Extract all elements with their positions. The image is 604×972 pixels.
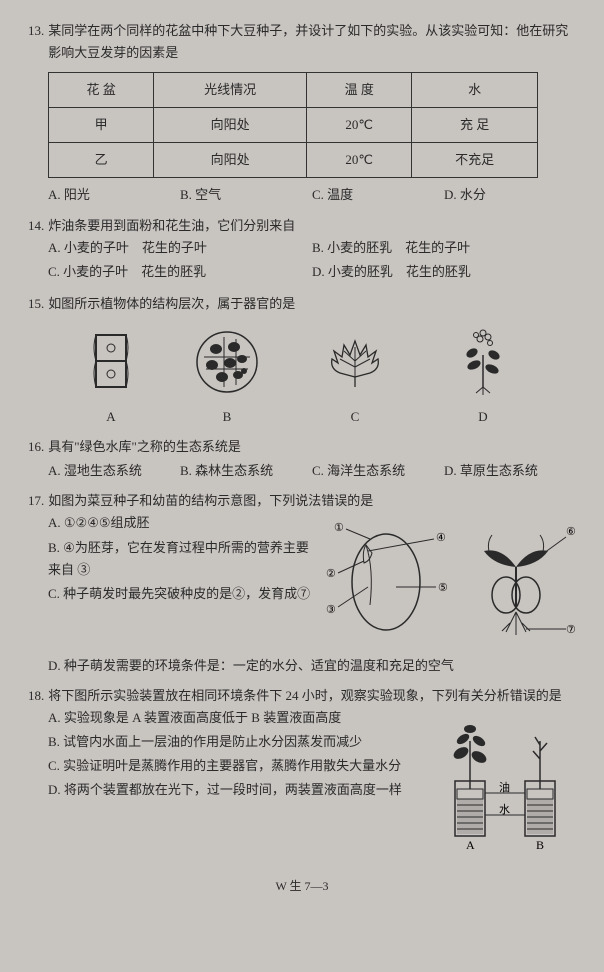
n5: ⑤ <box>438 582 448 594</box>
q14-num: 14. <box>28 215 44 237</box>
opt-a: A. ①②④⑤组成胚 <box>48 512 318 534</box>
td: 向阳处 <box>154 143 307 178</box>
label-b: B <box>194 406 260 428</box>
n2: ② <box>326 568 336 580</box>
label-c: C <box>320 406 390 428</box>
opt-d: D. 种子萌发需要的环境条件是：一定的水分、适宜的温度和充足的空气 <box>48 655 576 677</box>
th: 水 <box>412 73 538 108</box>
opt-b: B. 空气 <box>180 184 312 206</box>
td: 20℃ <box>307 108 412 143</box>
label-d: D <box>450 406 516 428</box>
water-label: 水 <box>499 803 510 816</box>
question-16: 16. 具有"绿色水库"之称的生态系统是 A. 湿地生态系统 B. 森林生态系统… <box>28 436 576 482</box>
question-17: 17. 如图为菜豆种子和幼苗的结构示意图，下列说法错误的是 A. ①②④⑤组成胚… <box>28 490 576 676</box>
seed-seedling-icon: ① ② ③ ④ ⑤ ⑥ ⑦ <box>326 517 576 647</box>
q13-options: A. 阳光 B. 空气 C. 温度 D. 水分 <box>48 184 576 206</box>
cell-icon <box>88 329 134 395</box>
opt-c: C. 种子萌发时最先突破种皮的是②，发育成⑦ <box>48 583 318 605</box>
q18-options: A. 实验现象是 A 装置液面高度低于 B 装置液面高度 B. 试管内水面上一层… <box>48 707 443 858</box>
opt-b: B. ④为胚芽，它在发育过程中所需的营养主要来自 ③ <box>48 537 318 581</box>
n1: ① <box>334 522 344 534</box>
opt-c: C. 实验证明叶是蒸腾作用的主要器官，蒸腾作用散失大量水分 <box>48 755 437 777</box>
page-footer: W 生 7—3 <box>28 876 576 896</box>
opt-b: B. 小麦的胚乳 花生的子叶 <box>312 237 576 259</box>
q17-text: 如图为菜豆种子和幼苗的结构示意图，下列说法错误的是 <box>48 490 576 512</box>
q18-text: 将下图所示实验装置放在相同环境条件下 24 小时，观察实验现象，下列有关分析错误… <box>48 685 576 707</box>
plant-icon <box>450 325 516 395</box>
q14-options: A. 小麦的子叶 花生的子叶 B. 小麦的胚乳 花生的子叶 C. 小麦的子叶 花… <box>48 237 576 285</box>
q13-num: 13. <box>28 20 44 64</box>
transpiration-icon: A B 油 水 <box>443 711 576 851</box>
q15-img-b: B <box>194 329 260 428</box>
opt-c: C. 温度 <box>312 184 444 206</box>
opt-b: B. 试管内水面上一层油的作用是防止水分因蒸发而减少 <box>48 731 437 753</box>
q17-options: A. ①②④⑤组成胚 B. ④为胚芽，它在发育过程中所需的营养主要来自 ③ C.… <box>48 512 326 654</box>
q18-num: 18. <box>28 685 44 707</box>
th: 光线情况 <box>154 73 307 108</box>
opt-a: A. 小麦的子叶 花生的子叶 <box>48 237 312 259</box>
leaf-icon <box>320 333 390 395</box>
label-b: B <box>536 838 544 851</box>
opt-d: D. 水分 <box>444 184 576 206</box>
n6: ⑥ <box>566 526 576 538</box>
opt-d: D. 小麦的胚乳 花生的胚乳 <box>312 261 576 283</box>
q15-img-c: C <box>320 333 390 428</box>
q15-img-a: A <box>88 329 134 428</box>
q16-options: A. 湿地生态系统 B. 森林生态系统 C. 海洋生态系统 D. 草原生态系统 <box>48 460 576 482</box>
q18-diagram: A B 油 水 <box>443 707 576 858</box>
oil-label: 油 <box>499 780 510 794</box>
n3: ③ <box>326 604 336 616</box>
opt-d: D. 草原生态系统 <box>444 460 576 482</box>
q16-num: 16. <box>28 436 44 458</box>
q17-diagram: ① ② ③ ④ ⑤ ⑥ ⑦ <box>326 512 576 654</box>
th: 温 度 <box>307 73 412 108</box>
td: 向阳处 <box>154 108 307 143</box>
q13-table: 花 盆 光线情况 温 度 水 甲 向阳处 20℃ 充 足 乙 向阳处 20℃ 不… <box>48 72 538 178</box>
th: 花 盆 <box>49 73 154 108</box>
opt-a: A. 实验现象是 A 装置液面高度低于 B 装置液面高度 <box>48 707 437 729</box>
question-14: 14. 炸油条要用到面粉和花生油，它们分别来自 A. 小麦的子叶 花生的子叶 B… <box>28 215 576 285</box>
q17-num: 17. <box>28 490 44 512</box>
opt-b: B. 森林生态系统 <box>180 460 312 482</box>
q15-img-d: D <box>450 325 516 428</box>
q13-text: 某同学在两个同样的花盆中种下大豆种子，并设计了如下的实验。从该实验可知：他在研究… <box>48 20 576 64</box>
opt-c: C. 海洋生态系统 <box>312 460 444 482</box>
td: 20℃ <box>307 143 412 178</box>
label-a: A <box>88 406 134 428</box>
opt-a: A. 湿地生态系统 <box>48 460 180 482</box>
q16-text: 具有"绿色水库"之称的生态系统是 <box>48 436 576 458</box>
q17-opt-d-row: D. 种子萌发需要的环境条件是：一定的水分、适宜的温度和充足的空气 <box>48 655 576 677</box>
n4: ④ <box>436 532 446 544</box>
q15-num: 15. <box>28 293 44 315</box>
opt-c: C. 小麦的子叶 花生的胚乳 <box>48 261 312 283</box>
question-15: 15. 如图所示植物体的结构层次，属于器官的是 A <box>28 293 576 428</box>
td: 充 足 <box>412 108 538 143</box>
n7: ⑦ <box>566 624 576 636</box>
question-18: 18. 将下图所示实验装置放在相同环境条件下 24 小时，观察实验现象，下列有关… <box>28 685 576 858</box>
q14-text: 炸油条要用到面粉和花生油，它们分别来自 <box>48 215 576 237</box>
td: 不充足 <box>412 143 538 178</box>
opt-d: D. 将两个装置都放在光下，过一段时间，两装置液面高度一样 <box>48 779 437 801</box>
tissue-icon <box>194 329 260 395</box>
question-13: 13. 某同学在两个同样的花盆中种下大豆种子，并设计了如下的实验。从该实验可知：… <box>28 20 576 207</box>
label-a: A <box>466 838 475 851</box>
td: 乙 <box>49 143 154 178</box>
opt-a: A. 阳光 <box>48 184 180 206</box>
q15-text: 如图所示植物体的结构层次，属于器官的是 <box>48 293 576 315</box>
q15-images: A B C <box>58 325 546 428</box>
td: 甲 <box>49 108 154 143</box>
